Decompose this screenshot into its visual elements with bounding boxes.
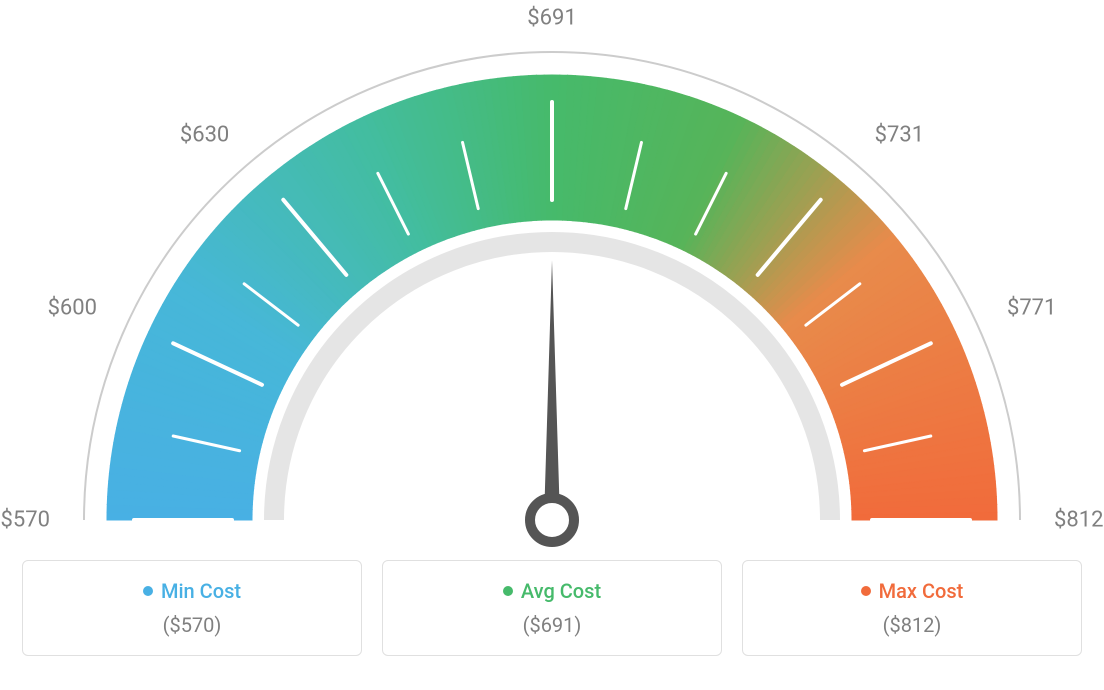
max-cost-value: ($812) bbox=[753, 613, 1071, 637]
min-cost-value: ($570) bbox=[33, 613, 351, 637]
gauge-tick-label: $570 bbox=[1, 508, 50, 533]
max-cost-label: Max Cost bbox=[879, 579, 964, 603]
gauge-tick-label: $812 bbox=[1054, 508, 1103, 533]
summary-cards: Min Cost ($570) Avg Cost ($691) Max Cost… bbox=[20, 560, 1084, 656]
avg-cost-card: Avg Cost ($691) bbox=[382, 560, 722, 656]
avg-cost-title: Avg Cost bbox=[503, 579, 601, 603]
min-cost-label: Min Cost bbox=[161, 579, 241, 603]
dot-icon bbox=[861, 586, 871, 596]
gauge-tick-label: $600 bbox=[48, 295, 97, 320]
gauge-tick-label: $731 bbox=[875, 123, 924, 148]
gauge-tick-label: $771 bbox=[1007, 295, 1056, 320]
gauge-chart bbox=[20, 20, 1084, 550]
min-cost-card: Min Cost ($570) bbox=[22, 560, 362, 656]
min-cost-title: Min Cost bbox=[143, 579, 241, 603]
avg-cost-value: ($691) bbox=[393, 613, 711, 637]
gauge-tick-label: $691 bbox=[527, 6, 576, 31]
gauge-container: $570$600$630$691$731$771$812 bbox=[20, 20, 1084, 550]
max-cost-card: Max Cost ($812) bbox=[742, 560, 1082, 656]
avg-cost-label: Avg Cost bbox=[521, 579, 601, 603]
dot-icon bbox=[143, 586, 153, 596]
dot-icon bbox=[503, 586, 513, 596]
gauge-tick-label: $630 bbox=[180, 123, 229, 148]
max-cost-title: Max Cost bbox=[861, 579, 964, 603]
